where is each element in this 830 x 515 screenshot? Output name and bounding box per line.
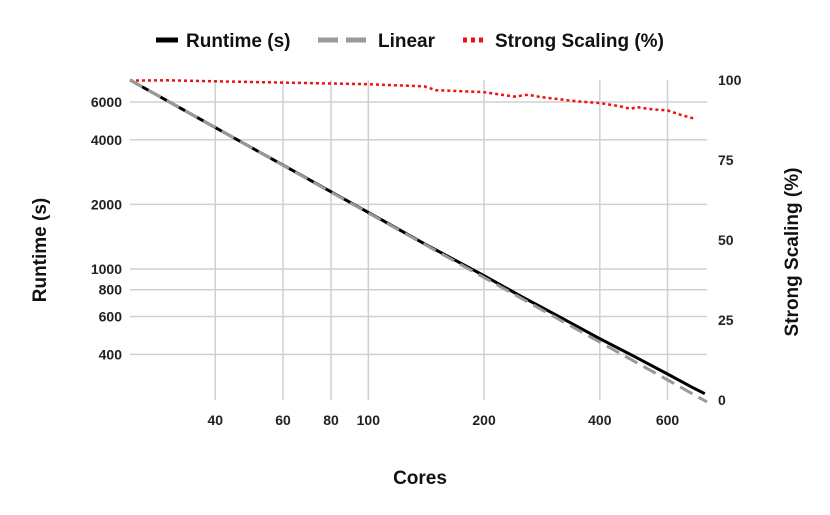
y-tick-label-4000: 4000 <box>91 132 122 148</box>
y2-tick-label-75: 75 <box>718 152 734 168</box>
legend-label-linear: Linear <box>378 31 436 52</box>
x-tick-label-400: 400 <box>588 412 612 428</box>
x-tick-label-600: 600 <box>656 412 680 428</box>
y2-tick-label-0: 0 <box>718 392 726 408</box>
x-tick-label-40: 40 <box>208 412 224 428</box>
y2-tick-label-25: 25 <box>718 312 734 328</box>
series-line-runtime <box>129 78 706 396</box>
y2-tick-label-50: 50 <box>718 232 734 248</box>
series-lines <box>129 78 708 404</box>
x-axis-title: Cores <box>393 468 447 489</box>
y-axis-title: Runtime (s) <box>30 198 51 303</box>
x-tick-label-200: 200 <box>472 412 496 428</box>
legend-label-runtime: Runtime (s) <box>186 31 291 52</box>
y-tick-label-2000: 2000 <box>91 196 122 212</box>
legend: Runtime (s) Linear Strong Scaling (%) <box>156 31 664 52</box>
series-line-linear <box>129 78 708 404</box>
y-tick-label-6000: 6000 <box>91 94 122 110</box>
legend-label-scaling: Strong Scaling (%) <box>495 31 664 52</box>
grid-lines <box>130 80 707 400</box>
x-tick-labels: 40 60 80 100 200 400 600 <box>208 412 680 428</box>
y-tick-label-1000: 1000 <box>91 261 122 277</box>
y-tick-label-600: 600 <box>99 309 123 325</box>
y-tick-label-400: 400 <box>99 346 123 362</box>
y2-axis-title: Strong Scaling (%) <box>782 168 803 337</box>
y2-tick-labels: 0 25 50 75 100 <box>718 72 742 408</box>
y-tick-labels: 400 600 800 1000 2000 4000 6000 <box>91 94 122 362</box>
series-line-scaling <box>129 79 694 120</box>
x-tick-label-80: 80 <box>323 412 339 428</box>
x-tick-label-60: 60 <box>275 412 291 428</box>
y-tick-label-800: 800 <box>99 282 123 298</box>
y2-tick-label-100: 100 <box>718 72 742 88</box>
x-tick-label-100: 100 <box>357 412 381 428</box>
